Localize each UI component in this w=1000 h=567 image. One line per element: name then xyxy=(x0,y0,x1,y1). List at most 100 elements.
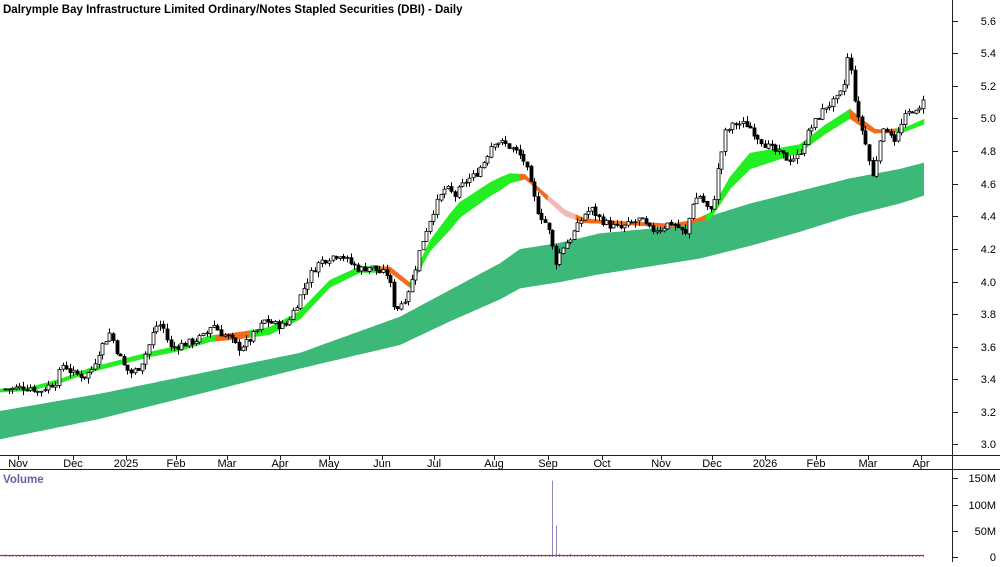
candle-up xyxy=(399,303,404,310)
candle-down xyxy=(118,353,123,357)
candle-up xyxy=(831,98,836,107)
volume-y-tick-label: 50M xyxy=(975,526,996,538)
candle-down xyxy=(449,186,454,192)
candle-up xyxy=(575,222,580,232)
candle-down xyxy=(503,140,508,145)
candle-up xyxy=(820,108,825,120)
candle-up xyxy=(716,168,721,201)
candle-up xyxy=(489,146,494,158)
candle-up xyxy=(622,224,627,229)
volume-layer xyxy=(0,480,924,557)
candle-up xyxy=(259,322,264,331)
candle-down xyxy=(75,370,80,375)
candle-up xyxy=(280,322,285,329)
candle-down xyxy=(669,221,674,226)
candle-up xyxy=(467,177,472,183)
candle-up xyxy=(442,188,447,195)
candle-down xyxy=(388,275,393,284)
candle-up xyxy=(172,346,177,349)
candle-down xyxy=(176,346,181,350)
candle-down xyxy=(277,321,282,330)
price-y-tick-label: 4.2 xyxy=(981,244,996,256)
candle-up xyxy=(255,329,260,332)
price-y-tick-label: 3.0 xyxy=(981,439,996,451)
candle-down xyxy=(50,385,55,388)
candle-up xyxy=(158,324,163,327)
candle-down xyxy=(734,123,739,126)
candle-down xyxy=(683,229,688,234)
candle-up xyxy=(71,369,76,373)
volume-panel-title: Volume xyxy=(3,474,44,486)
candle-down xyxy=(374,265,379,271)
candle-up xyxy=(291,309,296,320)
price-y-tick-label: 3.2 xyxy=(981,407,996,419)
candle-down xyxy=(763,143,768,148)
candle-up xyxy=(482,162,487,169)
candle-down xyxy=(554,245,559,265)
candle-down xyxy=(539,212,544,221)
candle-up xyxy=(626,221,631,226)
candle-down xyxy=(856,101,861,118)
x-axis-tick-label: 2025 xyxy=(114,458,138,470)
candle-up xyxy=(241,346,246,351)
candle-up xyxy=(35,390,40,393)
candle-up xyxy=(658,230,663,233)
candle-up xyxy=(345,256,350,259)
candle-up xyxy=(17,385,22,389)
candle-up xyxy=(460,182,465,187)
candle-up xyxy=(827,105,832,108)
volume-y-tick-label: 150M xyxy=(968,473,996,485)
candle-up xyxy=(179,342,184,351)
candle-down xyxy=(709,205,714,210)
candle-up xyxy=(417,250,422,272)
candle-down xyxy=(608,220,613,229)
x-axis-tick-label: Aug xyxy=(484,458,504,470)
candle-up xyxy=(698,195,703,199)
x-axis-tick-label: Dec xyxy=(702,458,722,470)
candle-down xyxy=(755,134,760,140)
x-axis-tick-label: Apr xyxy=(912,458,929,470)
candle-up xyxy=(298,294,303,309)
candle-down xyxy=(514,146,519,151)
candle-up xyxy=(471,173,476,179)
candle-down xyxy=(356,264,361,272)
candle-up xyxy=(809,127,814,132)
candle-down xyxy=(910,111,915,114)
candle-up xyxy=(428,220,433,232)
candle-down xyxy=(871,160,876,177)
candle-up xyxy=(719,151,724,170)
candle-up xyxy=(881,128,886,142)
candle-down xyxy=(226,334,231,337)
long-term-ma-ribbon xyxy=(0,162,924,440)
candle-up xyxy=(147,344,152,355)
candle-down xyxy=(889,131,894,136)
candle-up xyxy=(691,203,696,219)
x-axis-tick-label: Jun xyxy=(373,458,391,470)
candle-down xyxy=(125,364,130,371)
candle-down xyxy=(759,139,764,145)
candle-down xyxy=(597,214,602,218)
x-axis-tick-label: Dec xyxy=(63,458,83,470)
candle-up xyxy=(845,57,850,86)
candle-up xyxy=(251,330,256,342)
candle-up xyxy=(604,219,609,225)
price-y-tick-label: 3.4 xyxy=(981,374,996,386)
candle-up xyxy=(327,260,332,264)
x-axis-tick-label: Mar xyxy=(859,458,878,470)
candle-up xyxy=(104,341,109,345)
candle-down xyxy=(601,216,606,225)
candle-down xyxy=(248,339,253,342)
price-y-tick-label: 4.0 xyxy=(981,277,996,289)
candle-down xyxy=(860,116,865,131)
candle-up xyxy=(93,363,98,370)
candle-up xyxy=(633,221,638,224)
candle-up xyxy=(43,389,48,392)
candle-down xyxy=(784,152,789,161)
candle-down xyxy=(233,337,238,344)
candle-down xyxy=(323,260,328,264)
price-y-tick-label: 5.0 xyxy=(981,113,996,125)
candle-up xyxy=(791,158,796,162)
candle-down xyxy=(849,57,854,71)
candle-up xyxy=(741,121,746,124)
candle-up xyxy=(320,259,325,264)
